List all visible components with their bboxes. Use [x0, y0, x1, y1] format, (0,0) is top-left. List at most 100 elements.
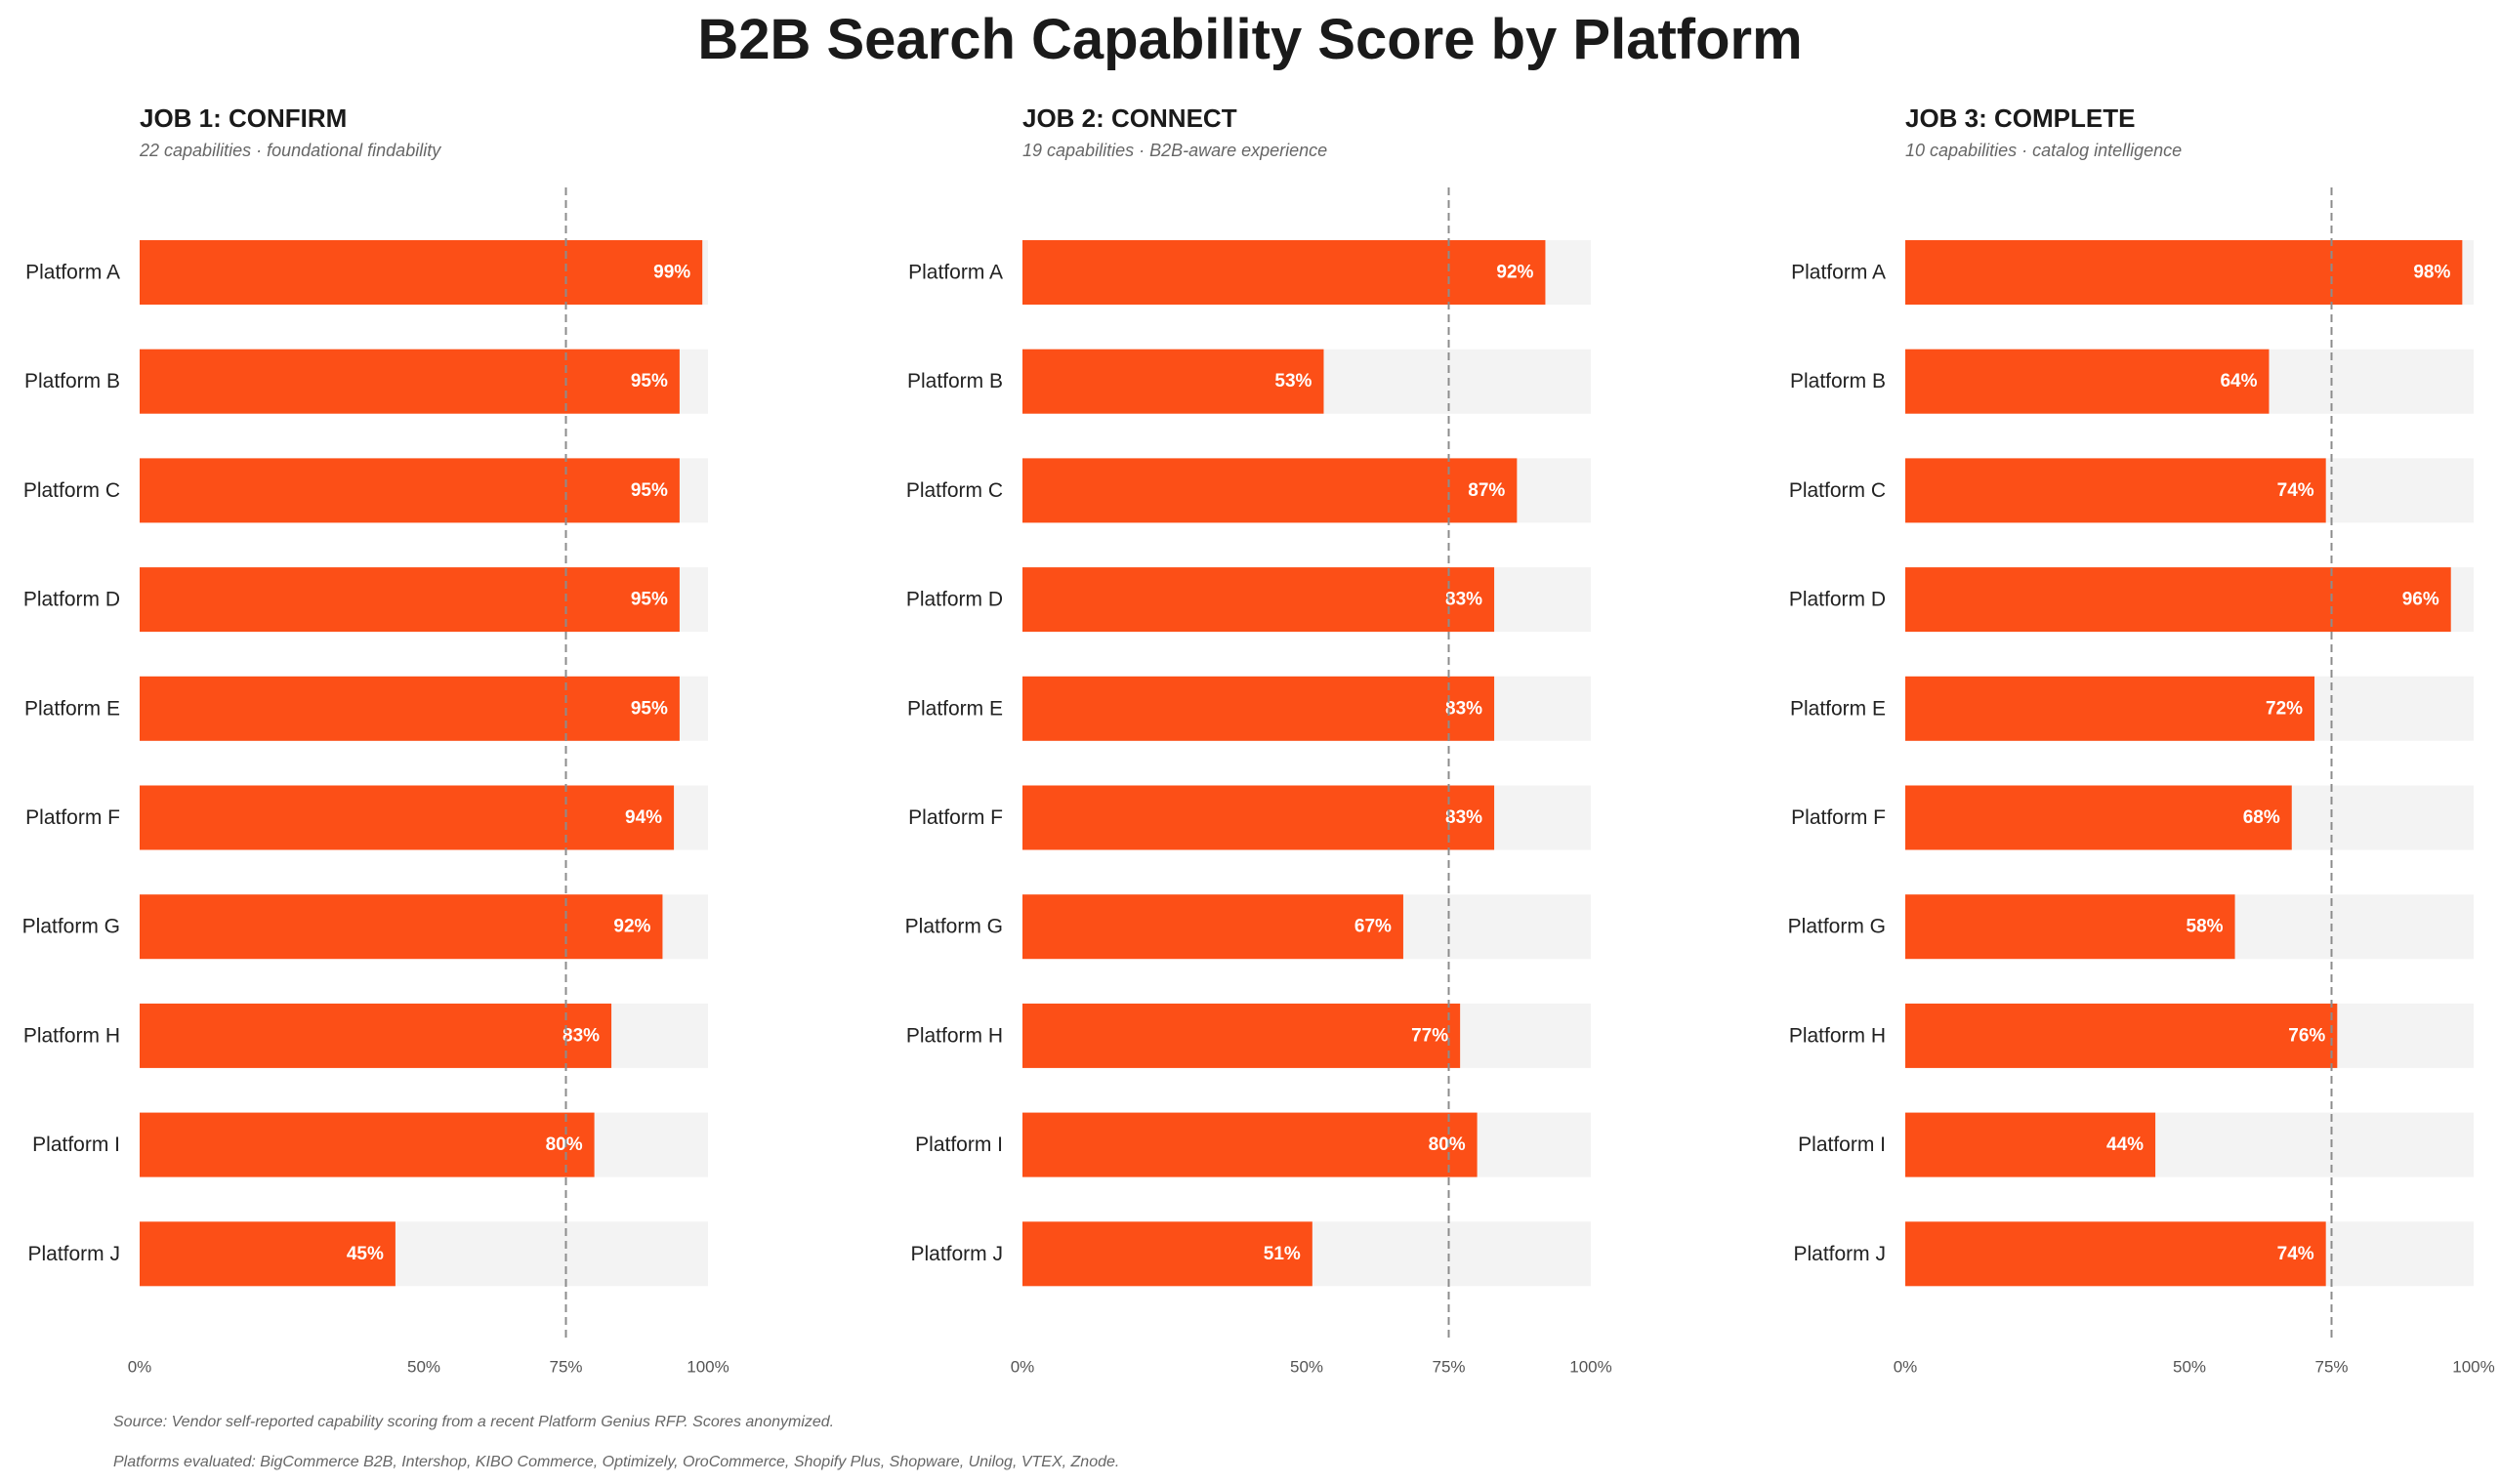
- category-label: Platform I: [32, 1134, 120, 1156]
- bar: [1022, 240, 1546, 305]
- category-label: Platform D: [1789, 589, 1886, 611]
- bar: [140, 894, 663, 960]
- data-label: 83%: [1445, 807, 1482, 828]
- chart-title: B2B Search Capability Score by Platform: [697, 8, 1803, 71]
- bar: [1022, 1003, 1461, 1068]
- data-label: 67%: [1354, 917, 1392, 937]
- category-label: Platform H: [1789, 1024, 1886, 1047]
- bar: [140, 240, 703, 305]
- bar-chart-job-3: Platform A 98% Platform B 64% Platform C 74% P…: [1788, 187, 2495, 1377]
- category-label: Platform F: [25, 806, 120, 829]
- data-label: 77%: [1411, 1025, 1448, 1046]
- category-label: Platform B: [24, 370, 120, 392]
- bar: [1022, 1221, 1312, 1287]
- bar: [1905, 1221, 2326, 1287]
- category-label: Platform C: [1789, 479, 1886, 502]
- panel-title: JOB 1: CONFIRM: [140, 103, 348, 133]
- panel-subtitle: 19 capabilities · B2B-aware experience: [1022, 141, 1328, 160]
- x-tick-label: 75%: [549, 1358, 582, 1377]
- data-label: 76%: [2288, 1025, 2325, 1046]
- category-label: Platform A: [25, 262, 120, 284]
- panel-job-3-complete: JOB 3: COMPLETE 10 capabilities · catalo…: [1766, 98, 2500, 1386]
- category-label: Platform J: [1793, 1243, 1886, 1265]
- data-label: 53%: [1274, 371, 1312, 392]
- platforms-note: Platforms evaluated: BigCommerce B2B, In…: [113, 1454, 1120, 1470]
- category-label: Platform F: [908, 806, 1003, 829]
- category-label: Platform C: [906, 479, 1003, 502]
- data-label: 83%: [1445, 590, 1482, 610]
- category-label: Platform G: [22, 916, 120, 938]
- data-label: 80%: [546, 1134, 583, 1155]
- data-label: 83%: [1445, 698, 1482, 719]
- data-label: 74%: [2277, 1244, 2314, 1264]
- bar: [140, 785, 675, 850]
- x-tick-label: 50%: [407, 1358, 440, 1377]
- bar: [1022, 894, 1403, 960]
- data-label: 96%: [2402, 590, 2439, 610]
- category-label: Platform F: [1791, 806, 1886, 829]
- category-label: Platform G: [1788, 916, 1886, 938]
- panel-job-2-connect: JOB 2: CONNECT 19 capabilities · B2B-awa…: [883, 98, 1703, 1386]
- bar: [140, 458, 680, 523]
- category-label: Platform C: [23, 479, 120, 502]
- category-label: Platform B: [907, 370, 1003, 392]
- bar: [140, 1221, 396, 1287]
- category-label: Platform I: [1798, 1134, 1886, 1156]
- x-tick-label: 100%: [1569, 1358, 1611, 1377]
- data-label: 92%: [1496, 263, 1533, 283]
- category-label: Platform D: [906, 589, 1003, 611]
- data-label: 98%: [2413, 263, 2450, 283]
- data-label: 95%: [631, 371, 668, 392]
- bar: [1905, 676, 2315, 741]
- data-label: 74%: [2277, 480, 2314, 501]
- category-label: Platform I: [915, 1134, 1003, 1156]
- bar: [1905, 458, 2326, 523]
- data-label: 95%: [631, 480, 668, 501]
- bar: [1905, 785, 2292, 850]
- data-label: 94%: [625, 807, 662, 828]
- source-note: Source: Vendor self-reported capability …: [113, 1414, 835, 1430]
- bar: [1022, 676, 1495, 741]
- bar: [1905, 240, 2463, 305]
- data-label: 45%: [347, 1244, 384, 1264]
- panel-subtitle: 22 capabilities · foundational findabili…: [140, 141, 441, 160]
- data-label: 99%: [653, 263, 690, 283]
- x-tick-label: 75%: [2314, 1358, 2348, 1377]
- bar: [140, 1112, 595, 1177]
- x-tick-label: 0%: [1011, 1358, 1035, 1377]
- bar: [1905, 567, 2451, 633]
- data-label: 95%: [631, 698, 668, 719]
- category-label: Platform E: [24, 697, 120, 720]
- panel-title: JOB 2: CONNECT: [1022, 103, 1237, 133]
- data-label: 80%: [1429, 1134, 1466, 1155]
- x-tick-label: 0%: [1894, 1358, 1918, 1377]
- bar: [140, 567, 680, 633]
- bar: [140, 1003, 612, 1068]
- bar: [140, 676, 680, 741]
- category-label: Platform H: [906, 1024, 1003, 1047]
- data-label: 83%: [562, 1025, 600, 1046]
- x-tick-label: 100%: [687, 1358, 729, 1377]
- data-label: 58%: [2187, 917, 2224, 937]
- bar-chart-job-1: Platform A 99% Platform B 95% Platform C 95% P…: [22, 187, 729, 1377]
- data-label: 95%: [631, 590, 668, 610]
- category-label: Platform E: [907, 697, 1003, 720]
- panel-job-1-confirm: JOB 1: CONFIRM 22 capabilities · foundat…: [0, 98, 820, 1386]
- data-label: 51%: [1264, 1244, 1301, 1264]
- bar: [1022, 349, 1324, 414]
- x-tick-label: 100%: [2452, 1358, 2494, 1377]
- data-label: 87%: [1468, 480, 1505, 501]
- category-label: Platform H: [23, 1024, 120, 1047]
- data-label: 68%: [2243, 807, 2280, 828]
- bar: [1022, 785, 1495, 850]
- data-label: 72%: [2266, 698, 2303, 719]
- category-label: Platform B: [1790, 370, 1886, 392]
- bar: [1022, 1112, 1478, 1177]
- data-label: 92%: [613, 917, 650, 937]
- bar: [1022, 567, 1495, 633]
- x-tick-label: 50%: [1290, 1358, 1323, 1377]
- x-tick-label: 50%: [2173, 1358, 2206, 1377]
- category-label: Platform D: [23, 589, 120, 611]
- category-label: Platform J: [27, 1243, 120, 1265]
- category-label: Platform E: [1790, 697, 1886, 720]
